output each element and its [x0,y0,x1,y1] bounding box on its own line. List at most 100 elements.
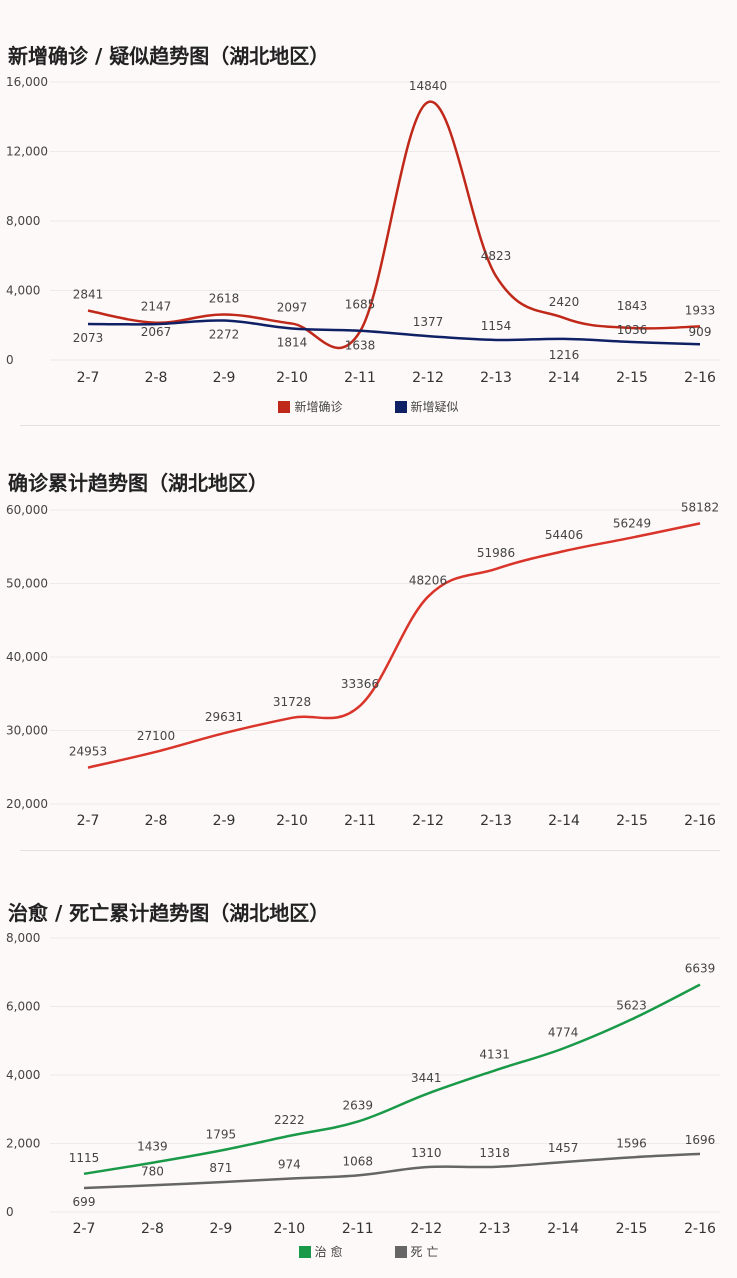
data-label: 24953 [69,745,107,759]
y-tick-label: 2,000 [6,1137,40,1151]
y-tick-label: 4,000 [6,1068,40,1082]
data-label: 1068 [343,1154,374,1168]
data-label: 6639 [685,962,716,976]
data-label: 1795 [206,1128,237,1142]
data-label: 4774 [548,1025,579,1039]
data-label: 1638 [345,339,376,353]
data-label: 780 [141,1164,164,1178]
x-tick-label: 2-11 [344,813,376,829]
x-tick-label: 2-15 [616,813,648,829]
data-label: 699 [73,1195,96,1209]
data-label: 2420 [549,295,580,309]
data-label: 1843 [617,299,648,313]
x-tick-label: 2-14 [548,370,580,386]
y-tick-label: 12,000 [6,145,48,159]
chart-title: 治愈 / 死亡累计趋势图（湖北地区） [8,901,330,925]
data-label: 51986 [477,546,515,560]
legend-label: 新增疑似 [410,400,459,414]
y-tick-label: 50,000 [6,577,48,591]
series-line [87,522,701,769]
y-tick-label: 4,000 [6,284,40,298]
y-tick-label: 30,000 [6,724,48,738]
legend-item-suspected[interactable]: 新增疑似 [394,398,459,415]
data-label: 2841 [73,288,104,302]
series-line [87,319,701,346]
data-label: 5623 [616,998,647,1012]
x-tick-label: 2-11 [342,1221,374,1237]
x-tick-label: 2-12 [412,370,444,386]
data-label: 1457 [548,1141,579,1155]
x-tick-label: 2-15 [616,1221,648,1237]
data-label: 871 [209,1161,232,1175]
x-tick-label: 2-12 [410,1221,442,1237]
data-label: 1310 [411,1146,442,1160]
x-tick-label: 2-16 [684,1221,716,1237]
data-label: 974 [278,1158,301,1172]
x-tick-label: 2-8 [141,1221,164,1237]
x-tick-label: 2-16 [684,370,716,386]
series-line [83,983,701,1176]
chart-title: 新增确诊 / 疑似趋势图（湖北地区） [8,44,330,68]
y-tick-label: 8,000 [6,931,40,945]
data-label: 1439 [137,1140,168,1154]
chart-legend: 治 愈 死 亡 [0,1243,737,1260]
x-tick-label: 2-9 [209,1221,232,1237]
data-label: 2067 [141,325,172,339]
x-tick-label: 2-14 [547,1221,579,1237]
y-tick-label: 16,000 [6,75,48,89]
legend-label: 治 愈 [314,1245,343,1259]
data-label: 1814 [277,335,308,349]
divider [20,425,720,426]
legend-item-recovered[interactable]: 治 愈 [298,1243,343,1260]
chart-legend: 新增确诊 新增疑似 [0,398,737,415]
legend-label: 死 亡 [410,1245,439,1259]
x-tick-label: 2-10 [276,813,308,829]
x-tick-label: 2-7 [77,370,100,386]
data-label: 1115 [69,1151,100,1165]
data-label: 1154 [481,319,512,333]
data-label: 27100 [137,729,175,743]
x-tick-label: 2-16 [684,813,716,829]
data-label: 56249 [613,517,651,531]
chart-title: 确诊累计趋势图（湖北地区） [8,471,268,495]
x-tick-label: 2-14 [548,813,580,829]
y-tick-label: 8,000 [6,214,40,228]
data-label: 48206 [409,574,447,588]
legend-label: 新增确诊 [294,400,343,414]
x-tick-label: 2-8 [145,370,168,386]
legend-swatch [278,400,291,413]
data-label: 909 [689,325,712,339]
data-label: 3441 [411,1071,442,1085]
x-tick-label: 2-9 [213,370,236,386]
x-tick-label: 2-10 [276,370,308,386]
data-label: 14840 [409,79,447,93]
x-tick-label: 2-10 [273,1221,305,1237]
y-tick-label: 0 [6,1205,14,1219]
x-tick-label: 2-12 [412,813,444,829]
y-tick-label: 6,000 [6,1000,40,1014]
legend-swatch [298,1245,311,1258]
x-tick-label: 2-8 [145,813,168,829]
data-label: 1596 [616,1136,647,1150]
data-label: 1685 [345,298,376,312]
data-label: 4823 [481,249,512,263]
x-tick-label: 2-13 [480,813,512,829]
legend-item-confirmed[interactable]: 新增确诊 [278,398,343,415]
data-label: 1696 [685,1133,716,1147]
x-tick-label: 2-13 [480,370,512,386]
data-label: 2639 [343,1099,374,1113]
x-tick-label: 2-15 [616,370,648,386]
data-label: 31728 [273,695,311,709]
y-tick-label: 20,000 [6,797,48,811]
x-tick-label: 2-9 [213,813,236,829]
divider [20,850,720,851]
data-label: 29631 [205,710,243,724]
x-tick-label: 2-11 [344,370,376,386]
data-label: 4131 [479,1048,510,1062]
chart-new-cases-svg: 0 4,000 8,000 12,000 16,000 2-7 2-8 2-9 2-10 2-11… [6,75,720,386]
legend-item-deaths[interactable]: 死 亡 [394,1243,439,1260]
y-tick-label: 0 [6,353,14,367]
series-line [83,1152,701,1190]
x-tick-label: 2-7 [77,813,100,829]
